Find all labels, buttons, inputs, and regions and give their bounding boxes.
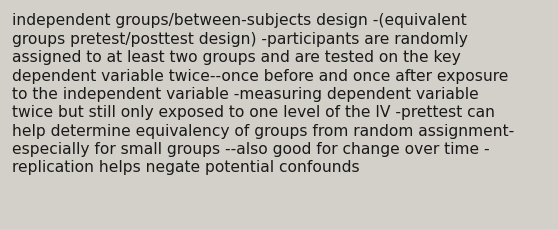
Text: independent groups/between-subjects design -(equivalent
groups pretest/posttest : independent groups/between-subjects desi… xyxy=(12,13,514,174)
